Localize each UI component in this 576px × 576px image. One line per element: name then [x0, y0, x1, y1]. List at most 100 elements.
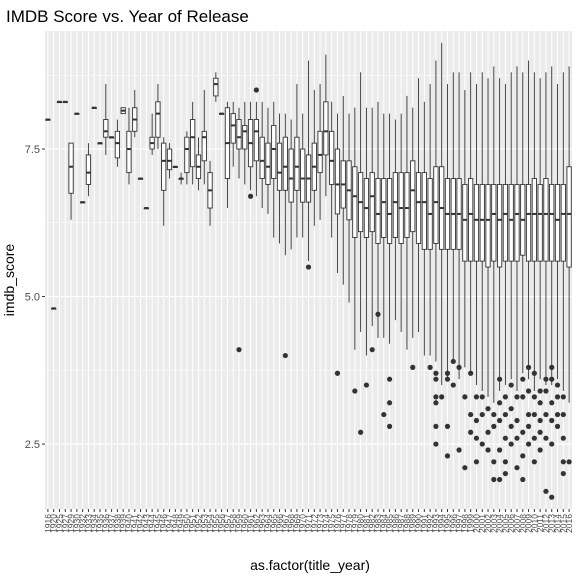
outlier-point	[450, 358, 456, 365]
outlier-point	[427, 364, 433, 370]
box-iqr	[334, 148, 341, 215]
box-iqr	[294, 136, 300, 191]
outlier-point	[462, 465, 468, 471]
box-iqr	[404, 172, 410, 238]
outlier-point	[497, 417, 503, 424]
outlier-point	[491, 411, 497, 418]
outlier-point	[468, 370, 474, 376]
x-tick-label: 1934	[89, 514, 99, 533]
outlier-point	[444, 453, 451, 459]
box-2006	[508, 72, 514, 447]
box-1973	[317, 84, 323, 220]
x-tick-label: 1960	[240, 514, 250, 533]
x-tick-label: 2013	[547, 514, 557, 533]
outlier-point	[525, 364, 532, 370]
box-1966	[276, 113, 283, 244]
box-1990	[415, 78, 422, 332]
box-iqr	[566, 166, 572, 268]
outlier-point	[543, 411, 549, 418]
box-iqr	[184, 136, 190, 174]
x-tick-label: 1936	[101, 514, 111, 533]
y-axis: 2.5 5.0 7.5	[25, 144, 45, 451]
box-1916	[45, 118, 51, 121]
x-tick-label: 1962	[251, 514, 261, 533]
outlier-point	[433, 400, 439, 406]
box-1984	[381, 113, 387, 418]
outlier-point	[247, 193, 254, 199]
boxes-layer	[45, 42, 572, 500]
outlier-point	[352, 388, 358, 394]
box-1947	[166, 143, 173, 179]
outlier-point	[537, 417, 543, 424]
outlier-point	[560, 459, 566, 465]
box-1967	[282, 113, 288, 359]
box-iqr	[392, 172, 398, 238]
box-1933	[85, 143, 92, 197]
box-1982	[369, 107, 375, 353]
outlier-point	[520, 429, 526, 435]
outlier-point	[236, 347, 242, 353]
box-1998	[462, 90, 468, 471]
box-iqr	[543, 178, 549, 262]
outlier-point	[386, 423, 393, 429]
outlier-point	[502, 459, 509, 465]
box-iqr	[213, 77, 219, 97]
y-axis-title: imdb_score	[1, 244, 17, 317]
x-tick-label: 1971	[304, 514, 314, 533]
outlier-point	[554, 423, 561, 429]
box-iqr	[508, 183, 514, 262]
x-tick-label: 1933	[83, 514, 93, 533]
box-iqr	[381, 178, 387, 238]
outlier-point	[520, 476, 526, 483]
x-tick-label: 1957	[222, 514, 232, 533]
outlier-point	[549, 400, 555, 406]
outlier-point	[479, 394, 485, 400]
x-tick-label: 1972	[309, 514, 319, 533]
x-axis-title: as.factor(title_year)	[250, 557, 370, 573]
chart-title: IMDB Score vs. Year of Release	[6, 7, 249, 26]
outlier-point	[450, 382, 456, 388]
box-1994	[439, 42, 445, 400]
box-1920	[51, 307, 57, 310]
box-iqr	[421, 172, 427, 250]
outlier-point	[433, 376, 439, 382]
box-iqr	[415, 172, 422, 244]
x-tick-label: 1995	[442, 514, 452, 533]
x-tick-label: 1954	[205, 514, 215, 533]
box-iqr	[190, 119, 196, 168]
box-1962	[253, 87, 260, 197]
x-tick-label: 1920	[49, 514, 59, 533]
x-tick-label: 1986	[390, 514, 400, 533]
outlier-point	[433, 423, 439, 429]
box-1997	[456, 72, 462, 453]
x-tick-label: 1964	[263, 514, 273, 533]
box-1987	[398, 113, 404, 332]
x-tick-label: 1966	[275, 514, 285, 533]
x-axis: 1916192019251927192919301932193319341935…	[43, 509, 574, 533]
box-2002	[485, 78, 491, 453]
x-tick-label: 1993	[431, 514, 441, 533]
outlier-point	[537, 388, 543, 394]
outlier-point	[549, 376, 555, 382]
box-1964	[265, 107, 271, 214]
outlier-point	[520, 394, 526, 400]
x-tick-label: 1952	[193, 514, 203, 533]
box-1935	[97, 142, 103, 145]
outlier-point	[439, 394, 445, 400]
x-tick-label: 2003	[489, 514, 499, 533]
x-tick-label: 2002	[483, 514, 493, 533]
x-tick-label: 1968	[286, 514, 296, 533]
x-tick-label: 1998	[460, 514, 470, 533]
box-iqr	[560, 183, 566, 262]
outlier-point	[468, 411, 474, 418]
outlier-point	[456, 364, 462, 370]
box-2016	[566, 66, 572, 465]
box-1965	[271, 101, 277, 238]
box-iqr	[161, 142, 167, 191]
outlier-point	[554, 394, 561, 400]
x-tick-label: 1946	[159, 514, 169, 533]
x-tick-label: 1961	[246, 514, 256, 533]
box-1932	[80, 201, 86, 204]
outlier-point	[502, 394, 509, 400]
x-tick-label: 1977	[338, 514, 348, 533]
